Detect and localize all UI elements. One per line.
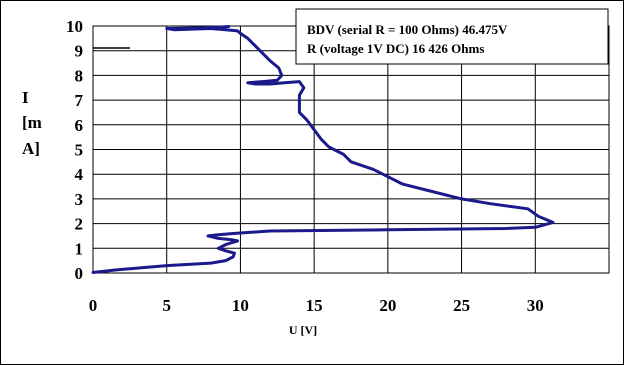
y-tick-label: 0 [75, 264, 84, 283]
x-tick-label: 20 [379, 296, 396, 315]
x-tick-label: 25 [453, 296, 470, 315]
y-tick-label: 5 [75, 141, 84, 160]
x-tick-labels: 0 5 10 15 20 25 30 [89, 296, 544, 315]
x-tick-label: 0 [89, 296, 98, 315]
series-line [91, 25, 555, 274]
y-tick-label: 4 [75, 165, 84, 184]
x-tick-label: 10 [232, 296, 249, 315]
y-tick-label: 7 [75, 91, 84, 110]
y-axis-label-line-3: A] [22, 139, 40, 158]
y-tick-label: 2 [75, 215, 84, 234]
legend-line-1: BDV (serial R = 100 Ohms) 46.475V [307, 22, 508, 37]
x-tick-label: 30 [527, 296, 544, 315]
x-tick-label: 15 [306, 296, 323, 315]
legend-box [295, 8, 609, 65]
y-axis-label-line-2: [m [22, 113, 42, 132]
y-tick-label: 1 [75, 239, 84, 258]
x-axis-label: U [V] [289, 323, 317, 337]
y-tick-label: 10 [66, 17, 83, 36]
y-tick-label: 8 [75, 66, 84, 85]
y-tick-label: 9 [75, 42, 84, 61]
y-axis-label-line-1: I [22, 88, 29, 107]
y-tick-label: 6 [75, 116, 84, 135]
legend-line-2: R (voltage 1V DC) 16 426 Ohms [307, 41, 484, 56]
y-tick-label: 3 [75, 190, 84, 209]
x-tick-label: 5 [162, 296, 171, 315]
y-tick-labels: 0 1 2 3 4 5 6 7 8 9 10 [66, 17, 84, 283]
